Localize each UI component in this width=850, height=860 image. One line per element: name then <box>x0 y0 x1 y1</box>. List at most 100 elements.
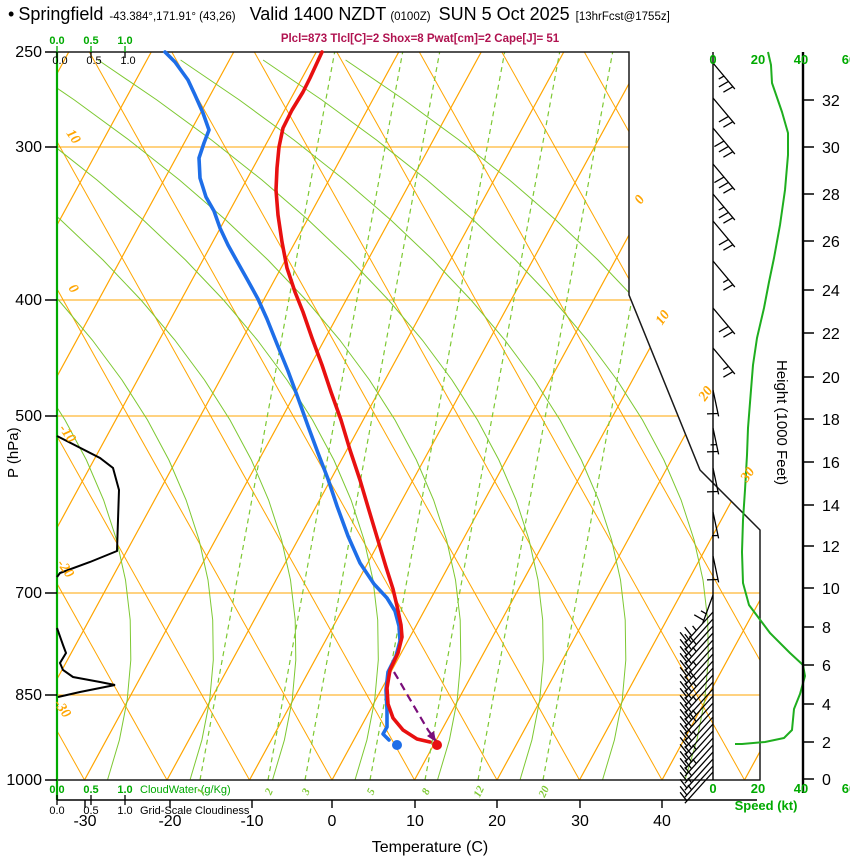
wind-barb <box>679 639 714 672</box>
temperature-tick-label: 20 <box>488 813 506 830</box>
wind-barb <box>706 389 720 417</box>
mixing-ratio-label: 5 <box>365 786 378 797</box>
pressure-axis-title: P (hPa) <box>5 427 22 478</box>
wind-barb <box>679 702 714 735</box>
temperature-tick-label: -20 <box>158 813 181 830</box>
wind-barb <box>706 555 720 583</box>
height-tick-label: 4 <box>822 697 831 714</box>
cloud-scale-tick: 0.5 <box>83 35 98 47</box>
wind-barb <box>711 511 720 539</box>
speed-tick-label: 0 <box>709 781 716 796</box>
height-tick-label: 0 <box>822 772 831 789</box>
cloud-scale-tick: 0.0 <box>52 55 67 67</box>
height-tick-label: 16 <box>822 455 840 472</box>
height-tick-label: 30 <box>822 140 840 157</box>
cloud-scale-tick: 0.0 <box>49 805 64 817</box>
cloud-scale-tick: 0.0 <box>49 784 64 796</box>
wind-barb <box>712 307 736 338</box>
wind-barb <box>712 127 736 158</box>
wind-barb <box>679 716 714 749</box>
height-tick-label: 20 <box>822 370 840 387</box>
cloudwater-legend: CloudWater (g/Kg) <box>140 784 231 796</box>
height-axis-title: Height (1000 Feet) <box>773 360 790 485</box>
wind-barb <box>679 667 714 700</box>
height-tick-label: 2 <box>822 735 831 752</box>
pressure-tick-label: 1000 <box>6 772 42 789</box>
plot-border <box>55 51 761 800</box>
height-tick-label: 28 <box>822 187 840 204</box>
isotherm-label: 10 <box>653 308 673 328</box>
wind-barb <box>679 611 714 644</box>
temperature-tick-label: 10 <box>406 813 424 830</box>
dry-adiabat-label: -30 <box>50 697 73 721</box>
wind-barb <box>679 765 714 798</box>
speed-axis-title: Speed (kt) <box>735 798 798 813</box>
wind-barb <box>679 737 714 770</box>
pressure-tick-label: 300 <box>15 139 42 156</box>
wind-barb <box>679 660 714 693</box>
wind-barb <box>679 723 714 756</box>
wind-barb <box>679 751 714 784</box>
sounding-curves <box>163 50 442 750</box>
speed-tick-label: 60 <box>842 781 850 796</box>
pressure-tick-label: 850 <box>15 687 42 704</box>
mixing-ratio-label: 20 <box>536 784 552 800</box>
station-name: Springfield <box>18 4 104 24</box>
wind-barb <box>679 744 714 777</box>
height-tick-label: 24 <box>822 283 840 300</box>
mixing-ratio-label: 1 <box>195 787 208 797</box>
isotherm-label: 0 <box>632 193 648 207</box>
cloud-scale-tick: 0.0 <box>49 35 64 47</box>
height-tick-label: 14 <box>822 498 840 515</box>
chart-title: • Springfield -43.384°,171.91° (43,26) V… <box>8 4 848 25</box>
sounding-indices: Plcl=873 Tlcl[C]=2 Shox=8 Pwat[cm]=2 Cap… <box>280 33 560 45</box>
wind-barb <box>679 758 714 791</box>
height-tick-label: 8 <box>822 620 831 637</box>
height-tick-label: 32 <box>822 93 840 110</box>
wind-barb <box>712 347 736 378</box>
mixing-ratio-label: 2 <box>262 786 276 797</box>
valid-zulu: (0100Z) <box>390 11 431 23</box>
height-tick-label: 6 <box>822 658 831 675</box>
temperature-tick-label: 30 <box>571 813 589 830</box>
cloud-scale-tick: 1.0 <box>120 55 135 67</box>
wind-barb <box>712 193 736 224</box>
height-tick-label: 18 <box>822 412 840 429</box>
temperature-axis-title: Temperature (C) <box>372 839 488 856</box>
height-tick-label: 12 <box>822 539 840 556</box>
valid-date: SUN 5 Oct 2025 <box>438 4 570 24</box>
dry-adiabat-label: -10 <box>55 422 78 446</box>
dry-adiabat-label: 0 <box>65 282 81 296</box>
pressure-tick-label: 400 <box>15 292 42 309</box>
dry-adiabat-label: 10 <box>63 127 83 147</box>
temperature-tick-label: 40 <box>653 813 671 830</box>
station-coords: -43.384°,171.91° (43,26) <box>109 11 236 23</box>
wind-barb <box>712 97 736 128</box>
wind-barb <box>706 467 720 495</box>
temperature-tick-label: 0 <box>328 813 337 830</box>
isotherm-label: 30 <box>737 465 758 486</box>
wind-barb <box>679 646 714 679</box>
cloud-scale-tick: 0.5 <box>83 805 98 817</box>
temperature-tick-label: -10 <box>240 813 263 830</box>
pressure-tick-label: 250 <box>15 44 42 61</box>
skewt-grid-orange <box>57 52 760 780</box>
height-tick-label: 10 <box>822 581 840 598</box>
mixing-ratio-label: 3 <box>299 786 313 797</box>
wind-barb <box>679 674 714 707</box>
wind-barb <box>693 594 714 624</box>
wind-barb <box>712 220 736 251</box>
speed-tick-label: 20 <box>751 52 765 67</box>
speed-tick-label: 60 <box>842 52 850 67</box>
wind-barb-column <box>679 51 806 804</box>
speed-tick-label: 40 <box>794 781 808 796</box>
cloud-scale-tick: 1.0 <box>117 805 132 817</box>
wind-barb <box>679 688 714 721</box>
cloudiness-profile <box>56 435 121 698</box>
height-tick-label: 22 <box>822 326 840 343</box>
temperature-tick-label: -30 <box>73 813 96 830</box>
wind-barb <box>679 618 714 651</box>
wind-barb <box>712 260 736 291</box>
wind-barb <box>712 163 736 194</box>
